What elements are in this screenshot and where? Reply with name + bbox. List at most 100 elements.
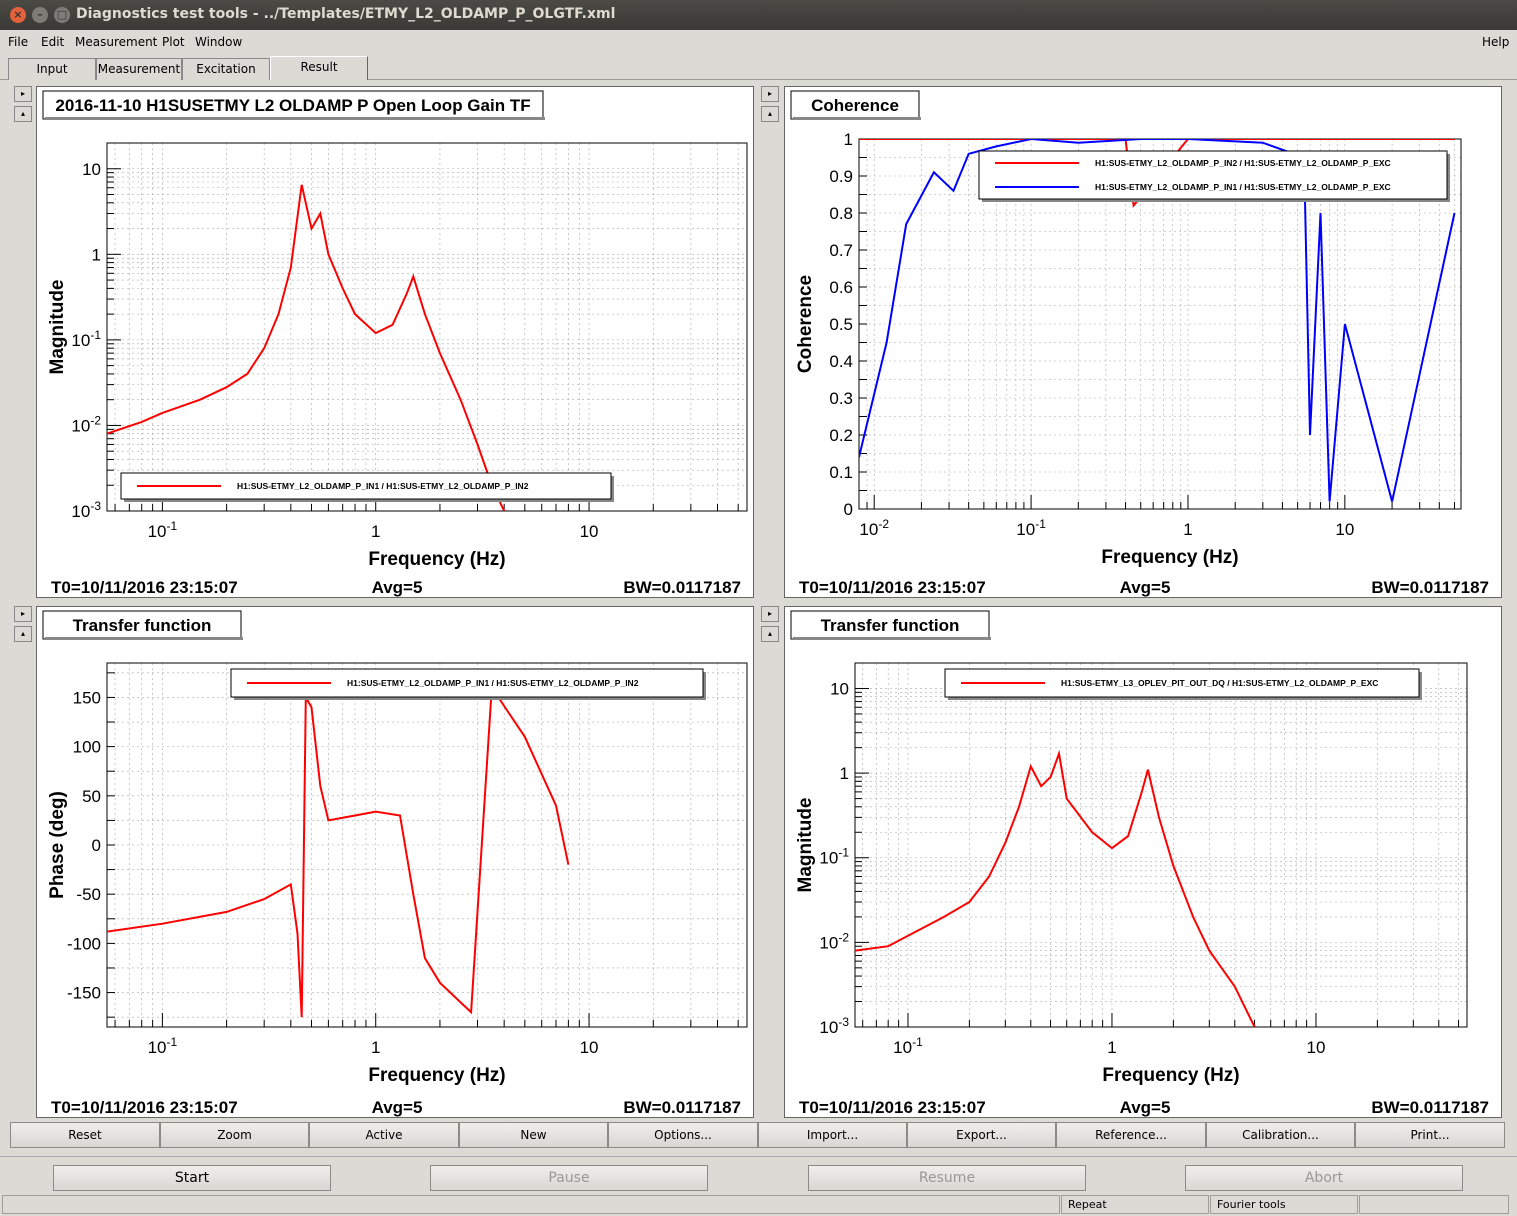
plot-pad[interactable]: 2016-11-10 H1SUSETMY L2 OLDAMP P Open Lo… [36, 86, 754, 598]
plot-t0: T0=10/11/2016 23:15:07 [51, 1098, 238, 1117]
pad-scroll-up-icon[interactable]: ▴ [761, 626, 779, 642]
export-button[interactable]: Export... [907, 1122, 1056, 1148]
tick-label: -100 [67, 934, 101, 953]
legend-entry: H1:SUS-ETMY_L2_OLDAMP_P_IN1 / H1:SUS-ETM… [347, 678, 639, 688]
tick-label: 50 [82, 787, 101, 806]
menu-window[interactable]: Window [195, 35, 243, 49]
tick-label: 0.3 [829, 389, 853, 408]
plot-pad[interactable]: Transfer function 10-1 1 10 150 100 50 0 -50 -100… [36, 606, 754, 1118]
plot-title: Transfer function [821, 616, 960, 635]
plot-svg: Transfer function 10-1 1 10 150 100 50 0 -50 -100… [42, 610, 748, 1117]
close-icon[interactable]: × [10, 7, 26, 23]
menu-measurement[interactable]: Measurement [75, 35, 158, 49]
pad-scroll-right-icon[interactable]: ▸ [14, 606, 32, 622]
tick-label: 1 [1107, 1038, 1116, 1057]
window-title: Diagnostics test tools - ../Templates/ET… [76, 6, 616, 22]
x-axis-label: Frequency (Hz) [1101, 547, 1238, 568]
tick-label: 10 [82, 160, 101, 179]
new-button[interactable]: New [459, 1122, 608, 1148]
legend-entry: H1:SUS-ETMY_L2_OLDAMP_P_IN1 / H1:SUS-ETM… [237, 481, 529, 491]
start-button[interactable]: Start [53, 1165, 331, 1191]
tick-label: 0 [92, 836, 101, 855]
tick-label: 10-2 [859, 517, 889, 539]
tick-label: 10-3 [819, 1015, 849, 1037]
reset-button[interactable]: Reset [10, 1122, 160, 1148]
pad-scroll-right-icon[interactable]: ▸ [761, 606, 779, 622]
plot-title: Transfer function [73, 616, 212, 635]
tick-label: 10-2 [71, 413, 101, 435]
tab-measurement[interactable]: Measurement [96, 58, 182, 80]
resume-button[interactable]: Resume [808, 1165, 1086, 1191]
tick-label: 0.2 [829, 426, 853, 445]
tick-label: 0.6 [829, 278, 853, 297]
tick-label: 0 [844, 500, 853, 519]
menu-edit[interactable]: Edit [41, 35, 65, 49]
plot-t0: T0=10/11/2016 23:15:07 [799, 578, 986, 597]
legend-entry: H1:SUS-ETMY_L2_OLDAMP_P_IN1 / H1:SUS-ETM… [1095, 182, 1391, 192]
tick-label: 0.1 [829, 463, 853, 482]
pad-scroll-up-icon[interactable]: ▴ [761, 106, 779, 122]
pad-scroll-up-icon[interactable]: ▴ [14, 106, 32, 122]
plot-bw: BW=0.0117187 [623, 1098, 741, 1117]
tick-label: 1 [371, 522, 380, 541]
menu-plot[interactable]: Plot [162, 35, 185, 49]
minimize-icon[interactable]: – [32, 7, 48, 23]
tick-label: 10 [1307, 1038, 1326, 1057]
tick-label: 1 [371, 1038, 380, 1057]
calibration-button[interactable]: Calibration... [1206, 1122, 1355, 1148]
plot-button-row: Reset Zoom Active New Options... Import.… [10, 1122, 1505, 1148]
tick-label: 0.5 [829, 315, 853, 334]
window-titlebar: × – □ Diagnostics test tools - ../Templa… [0, 0, 1517, 30]
x-axis-label: Frequency (Hz) [368, 549, 505, 570]
y-axis-label: Magnitude [795, 798, 816, 893]
tick-label: 10-3 [71, 499, 101, 521]
reference-button[interactable]: Reference... [1056, 1122, 1206, 1148]
tick-label: 10 [580, 522, 599, 541]
legend-entry: H1:SUS-ETMY_L2_OLDAMP_P_IN2 / H1:SUS-ETM… [1095, 158, 1391, 168]
import-button[interactable]: Import... [758, 1122, 907, 1148]
plot-avg: Avg=5 [372, 578, 423, 597]
abort-button[interactable]: Abort [1185, 1165, 1463, 1191]
tick-label: 1 [844, 130, 853, 149]
tab-excitation[interactable]: Excitation [182, 58, 270, 80]
series-line [859, 139, 1455, 209]
tick-label: 10-1 [71, 328, 101, 350]
tick-label: -50 [76, 885, 101, 904]
tick-label: 10 [580, 1038, 599, 1057]
menu-file[interactable]: File [8, 35, 29, 49]
y-axis-label: Magnitude [47, 280, 68, 375]
pad-scroll-right-icon[interactable]: ▸ [14, 86, 32, 102]
tick-label: -150 [67, 984, 101, 1003]
tab-result[interactable]: Result [270, 56, 368, 80]
series-line [107, 684, 570, 1018]
maximize-icon[interactable]: □ [54, 7, 70, 23]
tab-input[interactable]: Input [8, 58, 96, 80]
status-empty [2, 1195, 1060, 1214]
x-axis-label: Frequency (Hz) [1102, 1065, 1239, 1086]
pad-scroll-up-icon[interactable]: ▴ [14, 626, 32, 642]
menubar: File Edit Measurement Plot Window Help [0, 30, 1517, 54]
plot-title: 2016-11-10 H1SUSETMY L2 OLDAMP P Open Lo… [55, 96, 530, 115]
tick-label: 0.4 [829, 352, 853, 371]
pause-button[interactable]: Pause [430, 1165, 708, 1191]
zoom-button[interactable]: Zoom [160, 1122, 309, 1148]
tick-label: 0.8 [829, 204, 853, 223]
tick-label: 10 [1335, 520, 1354, 539]
plot-avg: Avg=5 [1120, 1098, 1171, 1117]
plot-avg: Avg=5 [372, 1098, 423, 1117]
status-empty-right [1359, 1195, 1509, 1214]
plot-bw: BW=0.0117187 [623, 578, 741, 597]
plot-pad[interactable]: Coherence 10-2 10-1 1 10 1 0.9 0.8 0.7 0.6 0.5 0.4 0… [784, 86, 1502, 598]
menu-help[interactable]: Help [1482, 35, 1510, 49]
active-button[interactable]: Active [309, 1122, 459, 1148]
plot-svg: 2016-11-10 H1SUSETMY L2 OLDAMP P Open Lo… [42, 90, 748, 597]
plot-pad[interactable]: Transfer function 10-1 1 10 10 1 10-1 10-2 10-3 F… [784, 606, 1502, 1118]
tick-label: 10-1 [1016, 517, 1046, 539]
plot-title: Coherence [811, 96, 899, 115]
print-button[interactable]: Print... [1355, 1122, 1505, 1148]
pad-scroll-right-icon[interactable]: ▸ [761, 86, 779, 102]
series-line [855, 749, 1256, 1027]
tick-label: 10-1 [148, 519, 178, 541]
options-button[interactable]: Options... [608, 1122, 758, 1148]
plot-avg: Avg=5 [1120, 578, 1171, 597]
